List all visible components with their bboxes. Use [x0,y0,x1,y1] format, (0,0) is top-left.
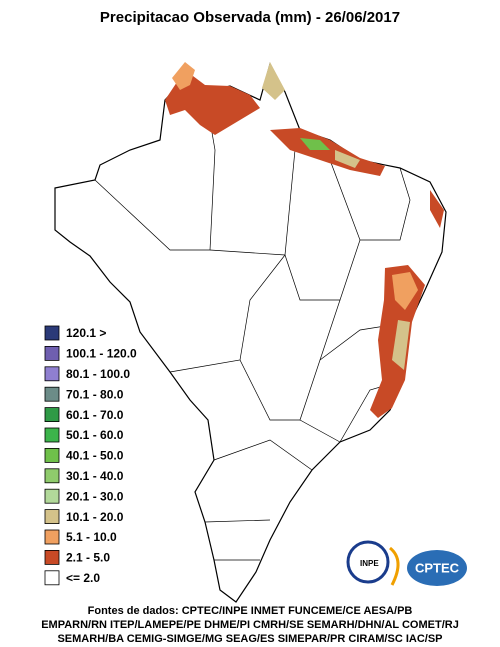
legend-swatch [44,570,60,586]
logo-arrow [388,546,400,586]
source-line: SEMARH/BA CEMIG-SIMGE/MG SEAG/ES SIMEPAR… [57,633,442,645]
legend-swatch [44,345,60,361]
legend-swatch [44,407,60,423]
legend-swatch [44,550,60,565]
legend: 120.1 > 100.1 - 120.0 80.1 - 100.0 70.1 - 8… [44,325,137,586]
legend-label: 2.1 - 5.0 [66,551,110,565]
legend-swatch [44,509,60,525]
legend-label: 80.1 - 100.0 [66,367,130,381]
map [54,62,447,603]
legend-swatch [44,325,60,341]
state-borders [94,91,411,561]
legend-label: 50.1 - 60.0 [66,428,124,442]
rain-areas [165,62,444,418]
legend-label: 40.1 - 50.0 [66,449,124,463]
legend-label: <= 2.0 [66,571,100,585]
legend-label: 20.1 - 30.0 [66,489,124,503]
legend-label: 30.1 - 40.0 [66,469,124,483]
cptec-label: CPTEC [415,560,460,575]
legend-label: 70.1 - 80.0 [66,387,124,401]
legend-swatch [44,468,60,484]
map-title: Precipitacao Observada (mm) - 26/06/2017 [100,9,400,26]
legend-swatch [44,529,60,545]
inpe-logo [346,540,390,584]
legend-swatch [44,366,60,382]
legend-swatch [44,386,60,402]
sources: Fontes de dados: CPTEC/INPE INMET FUNCEM… [41,605,459,645]
inpe-label: INPE [360,559,379,568]
legend-swatch [44,447,60,463]
logos: INPE CPTEC [346,540,467,586]
legend-label: 60.1 - 70.0 [66,408,124,422]
cptec-logo [407,550,467,586]
legend-label: 10.1 - 20.0 [66,510,124,524]
source-line: Fontes de dados: CPTEC/INPE INMET FUNCEM… [88,605,413,617]
source-line: EMPARN/RN ITEP/LAMEPE/PE DHME/PI CMRH/SE… [41,619,459,631]
legend-swatch [44,488,60,504]
legend-label: 120.1 > [66,326,106,340]
legend-swatch [44,427,60,443]
legend-label: 100.1 - 120.0 [66,347,137,361]
legend-label: 5.1 - 10.0 [66,530,117,544]
